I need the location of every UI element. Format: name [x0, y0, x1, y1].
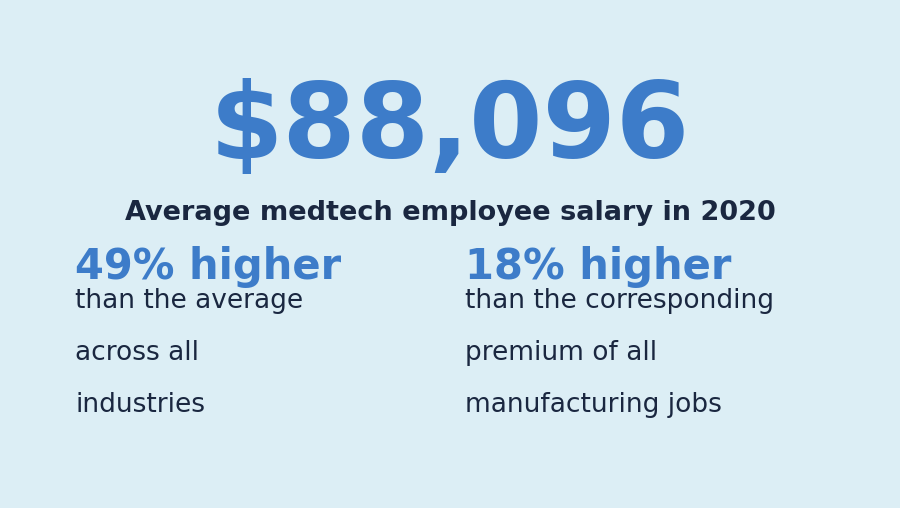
- Text: Average medtech employee salary in 2020: Average medtech employee salary in 2020: [124, 200, 776, 226]
- Text: industries: industries: [75, 392, 205, 418]
- Text: $88,096: $88,096: [210, 78, 690, 180]
- Text: 49% higher: 49% higher: [75, 246, 341, 288]
- Text: across all: across all: [75, 340, 199, 366]
- Text: than the corresponding: than the corresponding: [465, 288, 774, 314]
- Text: premium of all: premium of all: [465, 340, 657, 366]
- Text: manufacturing jobs: manufacturing jobs: [465, 392, 722, 418]
- Text: 18% higher: 18% higher: [465, 246, 732, 288]
- Text: than the average: than the average: [75, 288, 303, 314]
